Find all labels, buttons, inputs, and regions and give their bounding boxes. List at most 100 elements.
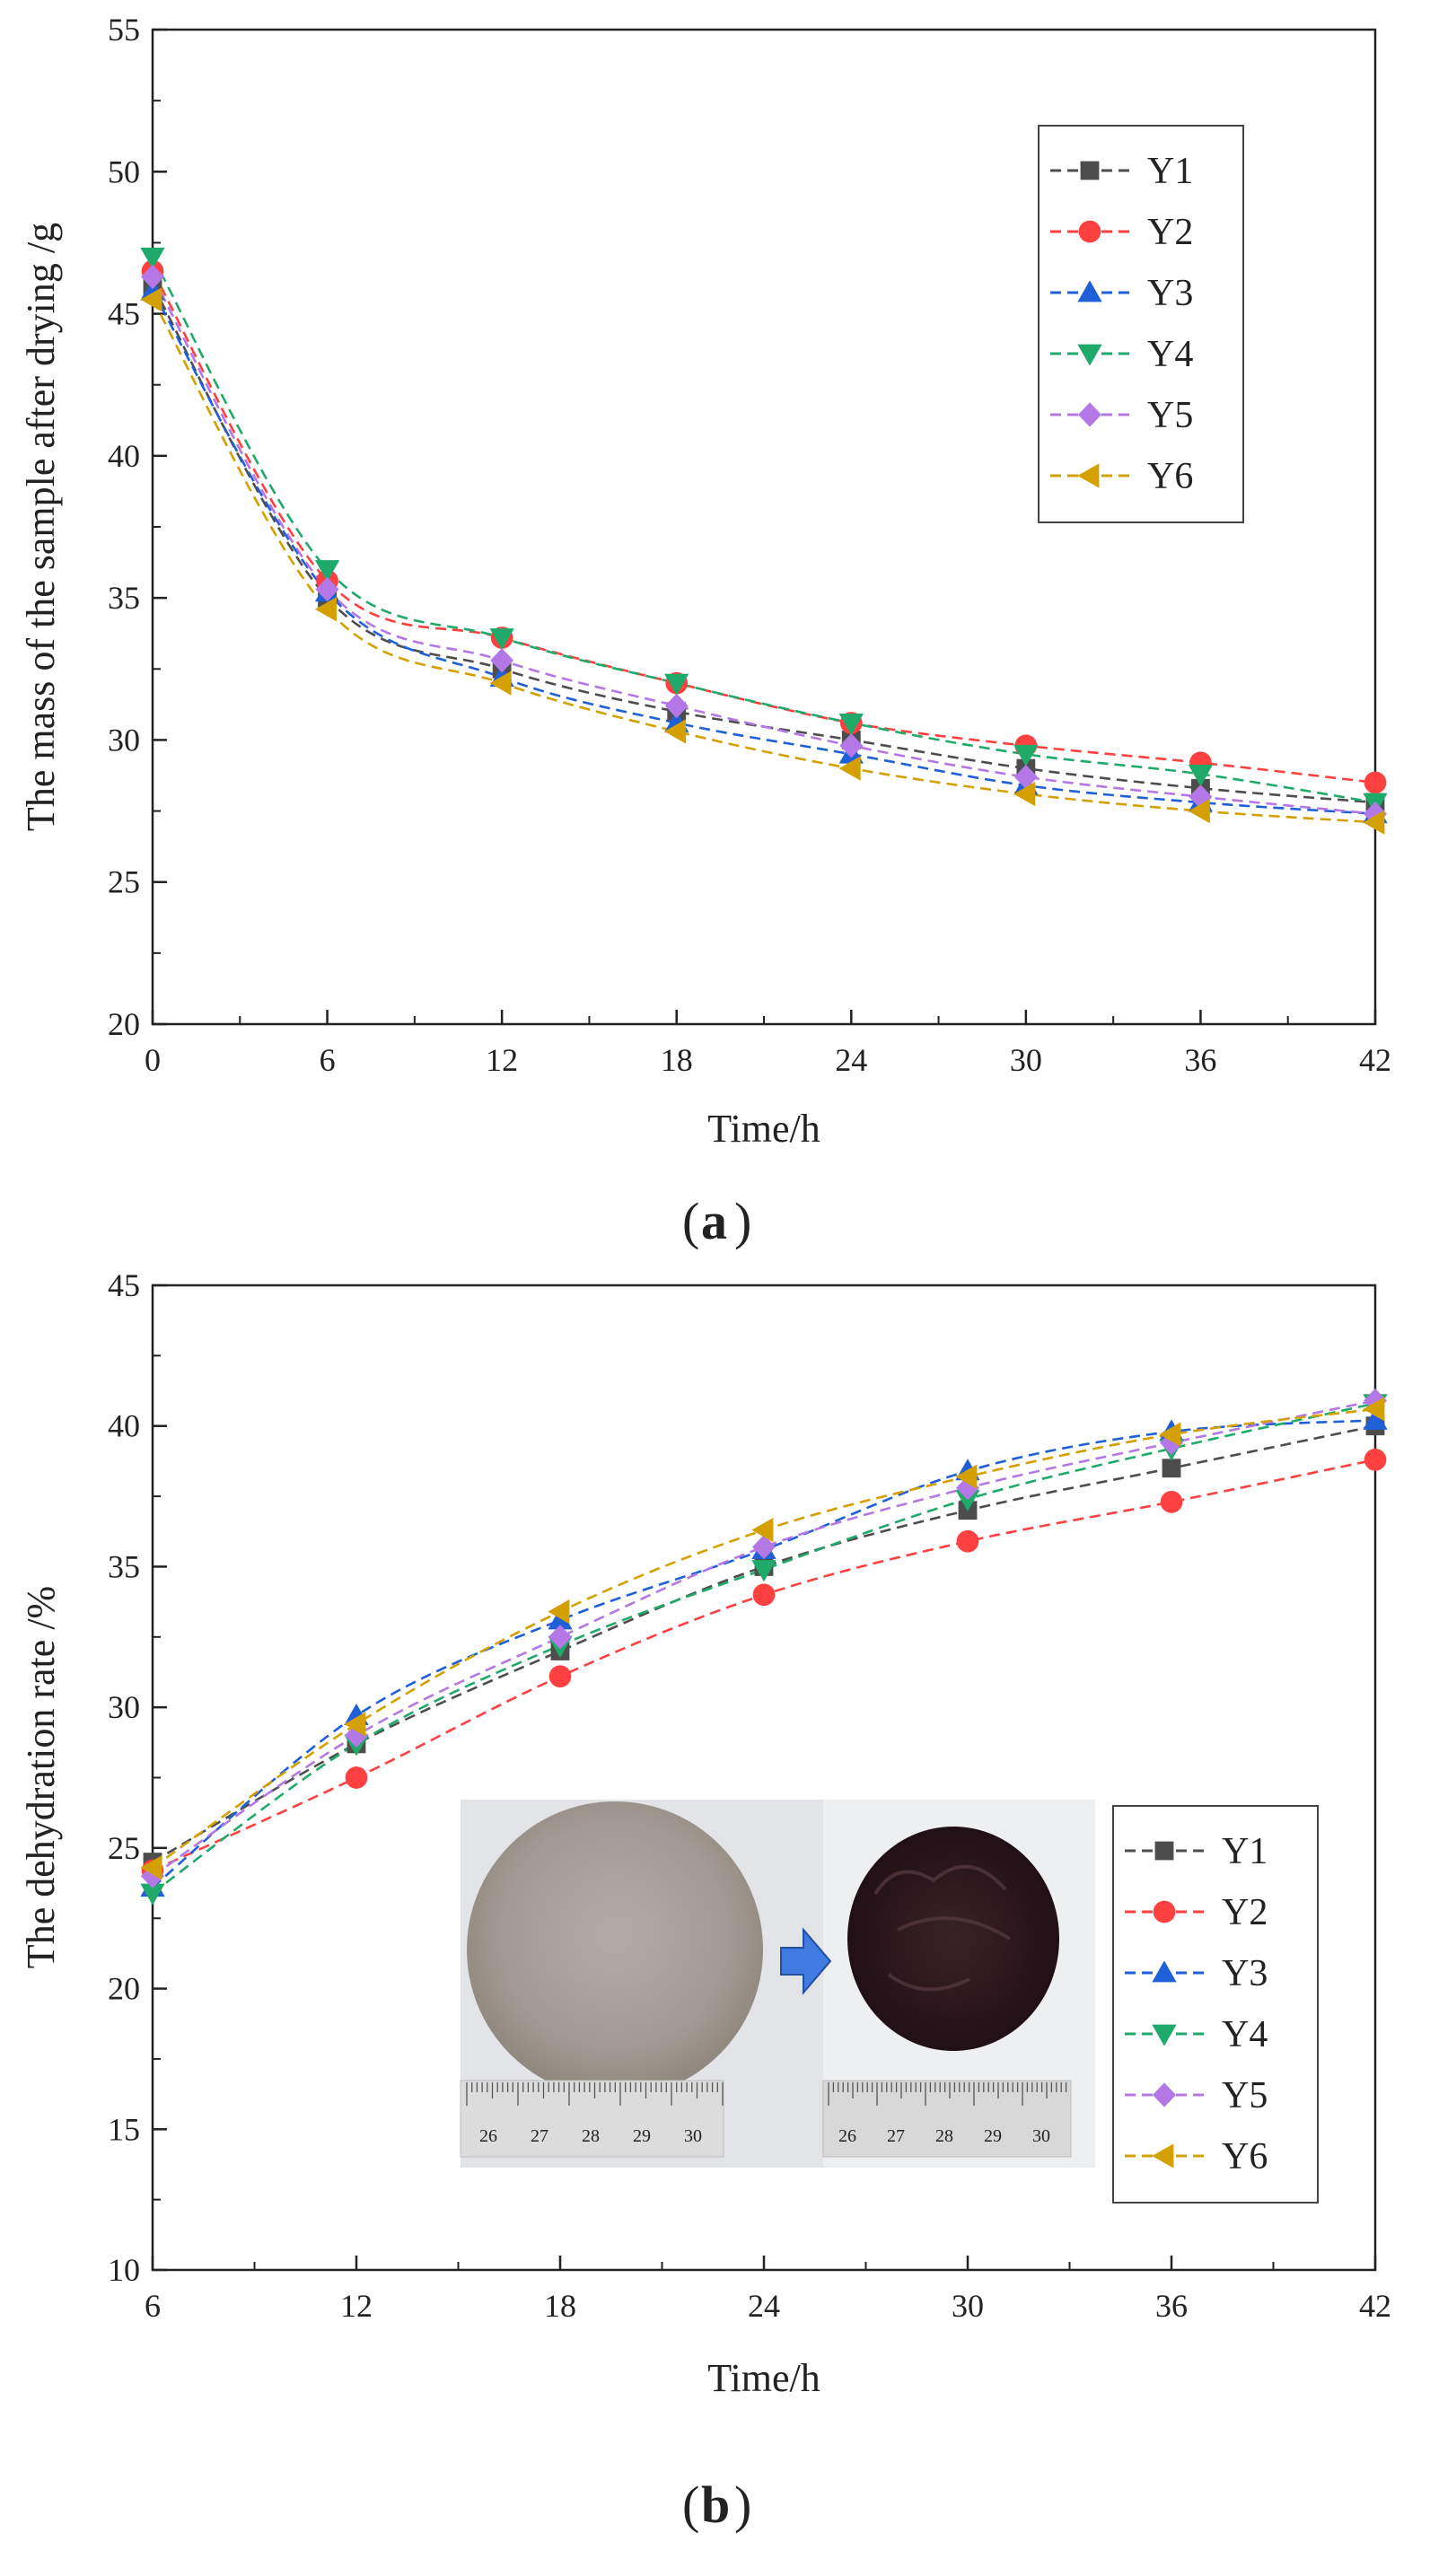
svg-text:(: ( [682,2475,699,2534]
x-tick-label: 30 [1010,1042,1042,1078]
legend-marker [1152,1960,1177,1983]
legend-entry-y2: Y2 [1050,212,1193,253]
y-tick-label: 25 [108,1830,140,1866]
legend-label: Y5 [1147,395,1193,436]
legend-marker [1153,2082,1176,2107]
data-point-y5 [490,648,514,673]
y-tick-label: 15 [108,2111,140,2147]
panel-a-x-axis-title: Time/h [707,1107,820,1151]
panel-a-series-markers [140,247,1388,835]
y-tick-label: 25 [108,864,140,900]
svg-text:(: ( [682,1192,699,1250]
data-point-y5 [548,1625,572,1650]
y-tick-label: 55 [108,12,140,48]
legend-marker [1077,344,1102,366]
data-point-y5 [141,264,164,290]
x-tick-label: 24 [835,1042,867,1078]
data-point-y6 [314,597,337,622]
ruler-after-labels: 26 27 28 29 30 [838,2126,1050,2146]
data-point-y4 [955,1489,980,1511]
data-point-y5 [1364,1388,1387,1414]
x-tick-label: 18 [661,1042,693,1078]
data-point-y6 [344,1712,366,1737]
y-tick-label: 50 [108,153,140,189]
y-tick-label: 35 [108,1548,140,1584]
ruler-before [460,2080,724,2158]
data-point-y6 [955,1464,978,1489]
data-point-y5 [839,733,864,758]
x-tick-label: 36 [1184,1042,1216,1078]
y-tick-label: 30 [108,722,140,758]
data-point-y5 [664,693,689,719]
data-point-y5 [315,576,339,602]
sample-disc-before [467,1801,763,2098]
data-point-y2 [345,1766,368,1789]
data-point-y4 [838,714,864,736]
svg-text:28: 28 [582,2126,600,2146]
x-tick-label: 12 [340,2288,373,2324]
panel-b-label: ( b ) [682,2475,751,2534]
data-point-y6 [548,1599,570,1625]
data-point-y4 [314,560,340,583]
data-point-y6 [1363,810,1385,835]
svg-text:): ) [734,1192,751,1250]
panel-b-y-axis-title: The dehydration rate /% [19,1586,63,1968]
panel-b-x-axis-title: Time/h [707,2356,820,2400]
data-point-y4 [489,628,514,651]
data-point-y3 [1363,1407,1388,1430]
data-point-y6 [1188,798,1210,824]
legend-label: Y6 [1222,2136,1268,2177]
panel-b-series-markers [140,1388,1388,1906]
legend-label: Y2 [1222,1892,1268,1933]
y-tick-label: 45 [108,1267,140,1303]
data-point-y6 [1363,1397,1385,1422]
legend-label: Y2 [1147,212,1193,253]
series-line-y1 [151,285,1376,804]
data-point-y5 [345,1722,368,1748]
legend-entry-y4: Y4 [1125,2014,1268,2055]
x-tick-label: 42 [1359,1042,1391,1078]
panel-b-chart: 6 12 18 24 30 36 42 10 15 20 25 30 35 40 45 26 27 28 2… [19,1267,1391,2534]
data-point-y4 [140,247,165,269]
legend-marker [1154,1841,1174,1861]
x-tick-label: 0 [145,1042,161,1078]
legend-marker [1152,2024,1177,2046]
panel-a-legend: Y1 Y2 Y3 Y4 Y5 Y6 [1038,125,1244,523]
svg-text:26: 26 [479,2126,497,2146]
data-point-y6 [751,1518,774,1543]
legend-entry-y4: Y4 [1050,334,1193,375]
y-tick-label: 20 [108,1971,140,2007]
data-point-y5 [956,1476,979,1501]
legend-entry-y2: Y2 [1125,1892,1268,1933]
panel-a-chart: 0 6 12 18 24 30 36 42 20 25 30 35 40 45 50 55 Time/h Th… [19,12,1391,1250]
y-tick-label: 30 [108,1689,140,1725]
panel-a-y-axis-title: The mass of the sample after drying /g [19,223,63,831]
x-tick-label: 6 [320,1042,336,1078]
data-point-y6 [140,287,162,312]
legend-label: Y4 [1147,334,1193,375]
legend-entry-y6: Y6 [1125,2136,1268,2177]
legend-label: Y1 [1222,1831,1268,1872]
panel-a-label: ( a ) [682,1192,751,1250]
svg-text:27: 27 [531,2126,548,2146]
svg-text:30: 30 [684,2126,702,2146]
legend-label: Y6 [1147,456,1193,497]
data-point-y2 [1364,1448,1387,1471]
svg-text:30: 30 [1032,2126,1050,2146]
data-point-y6 [1013,781,1036,807]
data-point-y1 [1162,1459,1181,1478]
x-tick-label: 18 [544,2288,576,2324]
legend-label: Y1 [1147,151,1193,192]
inset-photo-before: 26 27 28 29 30 [460,1800,823,2168]
legend-label: Y3 [1222,1953,1268,1994]
svg-text:29: 29 [984,2126,1002,2146]
panel-a-ticks: 0 6 12 18 24 30 36 42 20 25 30 35 40 45 50 55 [108,12,1391,1078]
data-point-y6 [838,756,861,781]
x-tick-label: 12 [486,1042,518,1078]
data-point-y2 [752,1583,776,1607]
legend-marker [1078,220,1101,243]
svg-text:28: 28 [935,2126,953,2146]
legend-entry-y1: Y1 [1125,1831,1268,1872]
legend-entry-y1: Y1 [1050,151,1193,192]
